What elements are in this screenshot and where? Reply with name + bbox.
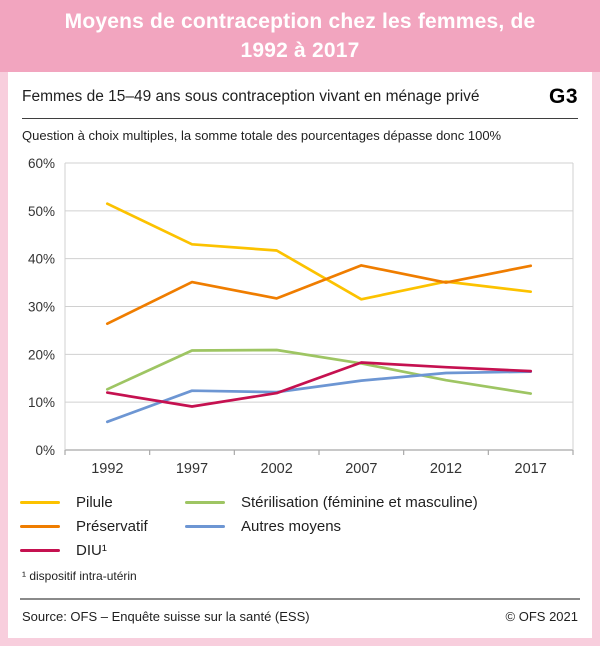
series-line-1 <box>105 264 533 326</box>
legend-label: Pilule <box>76 493 113 511</box>
series-line-0 <box>105 202 533 301</box>
y-tick-label: 30% <box>28 300 55 315</box>
chart-area: 0% 10% 20% 30% 40% 50% 60% 1992 1997 2002 2007 2012… <box>8 145 592 484</box>
x-tick-label: 2012 <box>430 461 462 477</box>
legend-label: DIU¹ <box>76 541 107 559</box>
series-line-4 <box>105 370 533 424</box>
legend-label: Stérilisation (féminine et masculine) <box>241 493 478 511</box>
legend-item-0: Pilule <box>20 494 185 511</box>
chart-footnote: ¹ dispositif intra-utérin <box>22 569 137 583</box>
y-tick-label: 40% <box>28 252 55 267</box>
legend-swatch-icon <box>20 500 60 504</box>
chart-card: Femmes de 15–49 ans sous contraception v… <box>8 72 592 638</box>
legend-swatch-icon <box>185 524 225 528</box>
graph-id-badge: G3 <box>548 85 578 108</box>
line-chart: 0% 10% 20% 30% 40% 50% 60% 1992 1997 2002 2007 2012… <box>28 156 574 477</box>
page-title: Moyens de contraception chez les femmes,… <box>64 10 536 62</box>
legend-swatch-icon <box>20 524 60 528</box>
footer-row: Source: OFS – Enquête suisse sur la sant… <box>8 600 592 624</box>
subtitle-row: Femmes de 15–49 ans sous contraception v… <box>8 72 592 109</box>
source-text: Source: OFS – Enquête suisse sur la sant… <box>22 609 310 624</box>
y-tick-label: 60% <box>28 156 55 171</box>
y-tick-label: 0% <box>35 443 55 458</box>
x-tick-label: 2002 <box>261 461 293 477</box>
subtitle-divider <box>22 118 578 119</box>
legend-item-1: Préservatif <box>20 518 185 535</box>
y-tick-label: 50% <box>28 204 55 219</box>
legend-item-4: Autres moyens <box>185 518 592 535</box>
legend-label: Préservatif <box>76 517 148 535</box>
legend-label: Autres moyens <box>241 517 342 535</box>
chart-subtitle: Femmes de 15–49 ans sous contraception v… <box>22 88 480 105</box>
y-tick-label: 10% <box>28 395 55 410</box>
legend-swatch-icon <box>20 548 60 552</box>
copyright-text: © OFS 2021 <box>505 609 578 624</box>
y-tick-label: 20% <box>28 347 55 362</box>
x-tick-label: 1992 <box>91 461 123 477</box>
footer-divider <box>20 598 580 600</box>
x-tick-label: 1997 <box>176 461 208 477</box>
x-tick-label: 2007 <box>345 461 377 477</box>
legend-swatch-icon <box>185 500 225 504</box>
legend-item-2: DIU¹ <box>20 542 185 559</box>
legend-item-3: Stérilisation (féminine et masculine) <box>185 494 592 511</box>
chart-note: Question à choix multiples, la somme tot… <box>22 128 502 143</box>
chart-title-banner: Moyens de contraception chez les femmes,… <box>0 0 600 72</box>
series-line-2 <box>105 361 533 408</box>
chart-legend: Pilule Préservatif DIU¹ Stérilisation (fémi… <box>20 490 592 562</box>
x-tick-label: 2017 <box>515 461 547 477</box>
series-line-3 <box>105 348 533 395</box>
